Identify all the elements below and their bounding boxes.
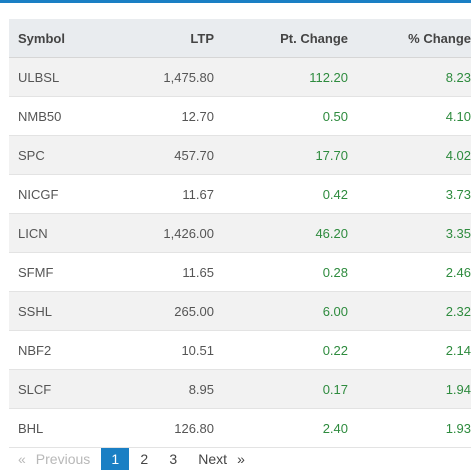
table-row: ULBSL 1,475.80 112.20 8.23 — [9, 57, 471, 97]
gainers-table-container: Symbol LTP Pt. Change % Change ULBSL 1,4… — [9, 19, 471, 448]
cell-pct-change: 2.32 — [348, 291, 471, 331]
table-row: SFMF 11.65 0.28 2.46 — [9, 252, 471, 292]
cell-pt-change: 0.50 — [214, 96, 348, 136]
cell-pct-change: 3.73 — [348, 174, 471, 214]
table-row: LICN 1,426.00 46.20 3.35 — [9, 213, 471, 253]
cell-pt-change: 0.22 — [214, 330, 348, 370]
gainers-table: Symbol LTP Pt. Change % Change ULBSL 1,4… — [9, 19, 471, 448]
cell-pt-change: 112.20 — [214, 57, 348, 97]
top-accent-bar — [0, 0, 471, 3]
cell-ltp: 1,426.00 — [108, 213, 214, 253]
column-header-symbol[interactable]: Symbol — [9, 19, 108, 58]
cell-pct-change: 4.10 — [348, 96, 471, 136]
cell-symbol[interactable]: LICN — [9, 213, 108, 253]
cell-pct-change: 2.46 — [348, 252, 471, 292]
cell-ltp: 12.70 — [108, 96, 214, 136]
table-header: Symbol LTP Pt. Change % Change — [9, 19, 471, 58]
cell-symbol[interactable]: NICGF — [9, 174, 108, 214]
cell-symbol[interactable]: SPC — [9, 135, 108, 175]
table-row: NICGF 11.67 0.42 3.73 — [9, 174, 471, 214]
cell-symbol[interactable]: BHL — [9, 408, 108, 448]
cell-pct-change: 1.93 — [348, 408, 471, 448]
cell-pt-change: 46.20 — [214, 213, 348, 253]
cell-ltp: 11.65 — [108, 252, 214, 292]
cell-pct-change: 4.02 — [348, 135, 471, 175]
cell-pt-change: 6.00 — [214, 291, 348, 331]
cell-pt-change: 0.42 — [214, 174, 348, 214]
cell-ltp: 1,475.80 — [108, 57, 214, 97]
pagination: « Previous 1 2 3 Next » — [18, 448, 245, 470]
cell-ltp: 265.00 — [108, 291, 214, 331]
table-row: SLCF 8.95 0.17 1.94 — [9, 369, 471, 409]
cell-ltp: 10.51 — [108, 330, 214, 370]
column-header-ltp[interactable]: LTP — [108, 19, 214, 58]
column-header-pt-change[interactable]: Pt. Change — [214, 19, 348, 58]
column-header-pct-change[interactable]: % Change — [348, 19, 471, 58]
cell-pct-change: 3.35 — [348, 213, 471, 253]
cell-ltp: 457.70 — [108, 135, 214, 175]
cell-pct-change: 1.94 — [348, 369, 471, 409]
table-row: SPC 457.70 17.70 4.02 — [9, 135, 471, 175]
cell-ltp: 126.80 — [108, 408, 214, 448]
cell-pt-change: 0.17 — [214, 369, 348, 409]
cell-pt-change: 17.70 — [214, 135, 348, 175]
page-2-button[interactable]: 2 — [140, 451, 149, 467]
table-body: ULBSL 1,475.80 112.20 8.23 NMB50 12.70 0… — [9, 57, 471, 448]
cell-symbol[interactable]: SLCF — [9, 369, 108, 409]
cell-symbol[interactable]: SSHL — [9, 291, 108, 331]
table-row: BHL 126.80 2.40 1.93 — [9, 408, 471, 448]
cell-symbol[interactable]: NBF2 — [9, 330, 108, 370]
table-row: NMB50 12.70 0.50 4.10 — [9, 96, 471, 136]
table-row: NBF2 10.51 0.22 2.14 — [9, 330, 471, 370]
previous-arrow-icon: « — [18, 451, 26, 467]
next-button[interactable]: Next — [198, 451, 228, 467]
header-row: Symbol LTP Pt. Change % Change — [9, 19, 471, 58]
previous-button[interactable]: Previous — [35, 451, 91, 467]
cell-pct-change: 8.23 — [348, 57, 471, 97]
cell-symbol[interactable]: ULBSL — [9, 57, 108, 97]
cell-pct-change: 2.14 — [348, 330, 471, 370]
cell-symbol[interactable]: SFMF — [9, 252, 108, 292]
cell-symbol[interactable]: NMB50 — [9, 96, 108, 136]
next-arrow-icon: » — [237, 451, 245, 467]
table-row: SSHL 265.00 6.00 2.32 — [9, 291, 471, 331]
cell-ltp: 11.67 — [108, 174, 214, 214]
cell-pt-change: 2.40 — [214, 408, 348, 448]
page-3-button[interactable]: 3 — [169, 451, 178, 467]
cell-ltp: 8.95 — [108, 369, 214, 409]
page-1-button[interactable]: 1 — [101, 448, 130, 470]
cell-pt-change: 0.28 — [214, 252, 348, 292]
